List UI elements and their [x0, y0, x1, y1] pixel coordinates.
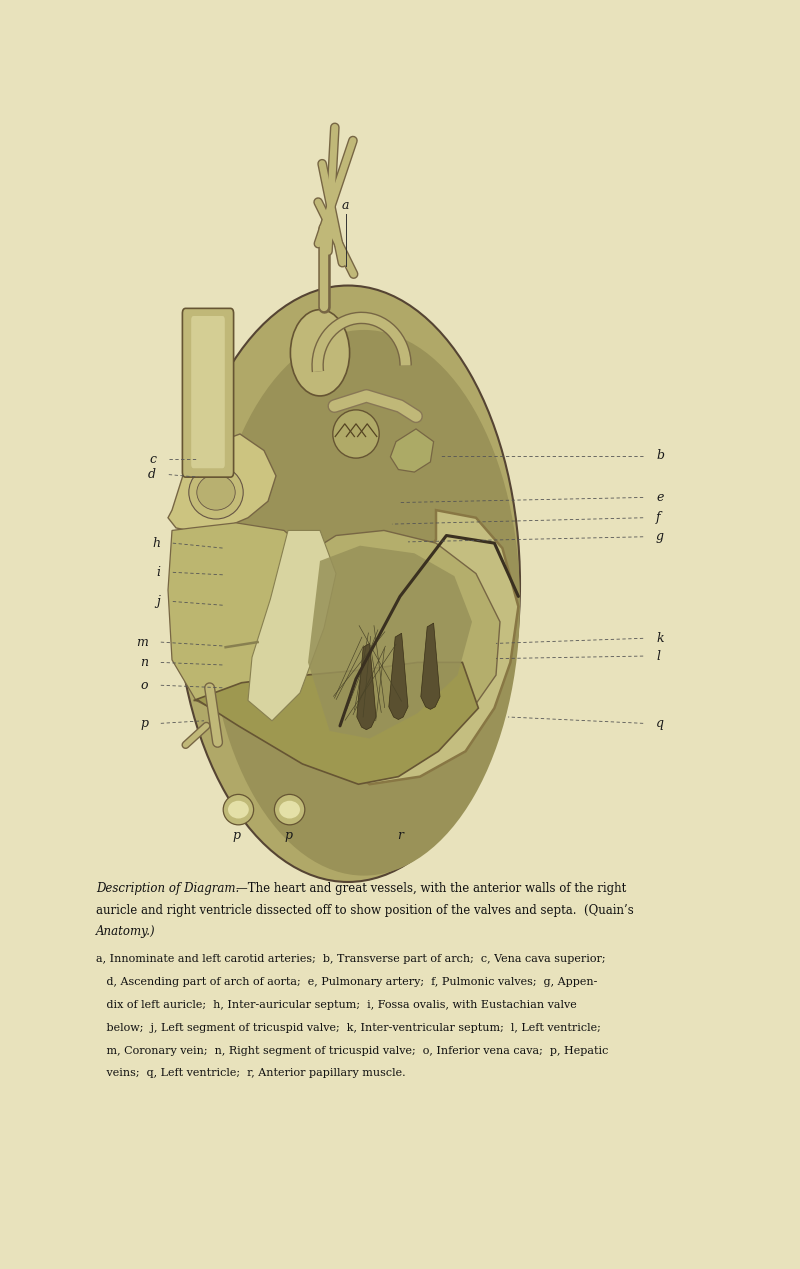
- Text: e: e: [656, 491, 663, 504]
- Text: Anatomy.): Anatomy.): [96, 925, 156, 938]
- Ellipse shape: [274, 794, 305, 825]
- Text: f: f: [656, 511, 661, 524]
- Polygon shape: [340, 510, 518, 784]
- Text: b: b: [656, 449, 664, 462]
- Text: o: o: [141, 679, 148, 692]
- Text: —The heart and great vessels, with the anterior walls of the right: —The heart and great vessels, with the a…: [236, 882, 626, 895]
- Text: p: p: [140, 717, 148, 730]
- Text: j: j: [156, 595, 160, 608]
- Text: l: l: [656, 650, 660, 662]
- Text: d: d: [148, 468, 156, 481]
- Ellipse shape: [189, 466, 243, 519]
- Polygon shape: [421, 623, 440, 709]
- Polygon shape: [168, 434, 276, 533]
- Polygon shape: [390, 429, 434, 472]
- Polygon shape: [168, 523, 332, 721]
- Polygon shape: [294, 530, 500, 761]
- Text: r: r: [397, 829, 403, 841]
- Ellipse shape: [333, 410, 379, 458]
- Text: below;  j, Left segment of tricuspid valve;  k, Inter-ventricular septum;  l, Le: below; j, Left segment of tricuspid valv…: [96, 1023, 601, 1033]
- Text: i: i: [156, 566, 160, 579]
- Text: p: p: [284, 829, 292, 841]
- Text: k: k: [656, 632, 664, 645]
- Text: c: c: [149, 453, 156, 466]
- Text: veins;  q, Left ventricle;  r, Anterior papillary muscle.: veins; q, Left ventricle; r, Anterior pa…: [96, 1068, 406, 1079]
- Polygon shape: [248, 530, 336, 721]
- Text: h: h: [152, 537, 160, 549]
- Text: q: q: [656, 717, 664, 730]
- Ellipse shape: [176, 286, 520, 882]
- Text: d, Ascending part of arch of aorta;  e, Pulmonary artery;  f, Pulmonic valves;  : d, Ascending part of arch of aorta; e, P…: [96, 977, 598, 987]
- Polygon shape: [357, 643, 376, 730]
- Text: n: n: [140, 656, 148, 669]
- Ellipse shape: [208, 330, 520, 876]
- Text: g: g: [656, 530, 664, 543]
- Ellipse shape: [228, 801, 249, 819]
- Ellipse shape: [279, 801, 300, 819]
- Text: auricle and right ventricle dissected off to show position of the valves and sep: auricle and right ventricle dissected of…: [96, 904, 634, 916]
- Text: Description of Diagram.: Description of Diagram.: [96, 882, 239, 895]
- Text: m, Coronary vein;  n, Right segment of tricuspid valve;  o, Inferior vena cava; : m, Coronary vein; n, Right segment of tr…: [96, 1046, 608, 1056]
- Polygon shape: [389, 633, 408, 720]
- Ellipse shape: [197, 475, 235, 510]
- Text: dix of left auricle;  h, Inter-auricular septum;  i, Fossa ovalis, with Eustachi: dix of left auricle; h, Inter-auricular …: [96, 1000, 577, 1010]
- Text: a, Innominate and left carotid arteries;  b, Transverse part of arch;  c, Vena c: a, Innominate and left carotid arteries;…: [96, 954, 606, 964]
- FancyBboxPatch shape: [191, 316, 225, 468]
- Polygon shape: [194, 662, 478, 784]
- FancyBboxPatch shape: [182, 308, 234, 477]
- Ellipse shape: [290, 310, 350, 396]
- Polygon shape: [308, 546, 472, 739]
- Ellipse shape: [223, 794, 254, 825]
- Text: a: a: [342, 199, 350, 212]
- Text: m: m: [136, 636, 148, 648]
- Text: p: p: [232, 829, 240, 841]
